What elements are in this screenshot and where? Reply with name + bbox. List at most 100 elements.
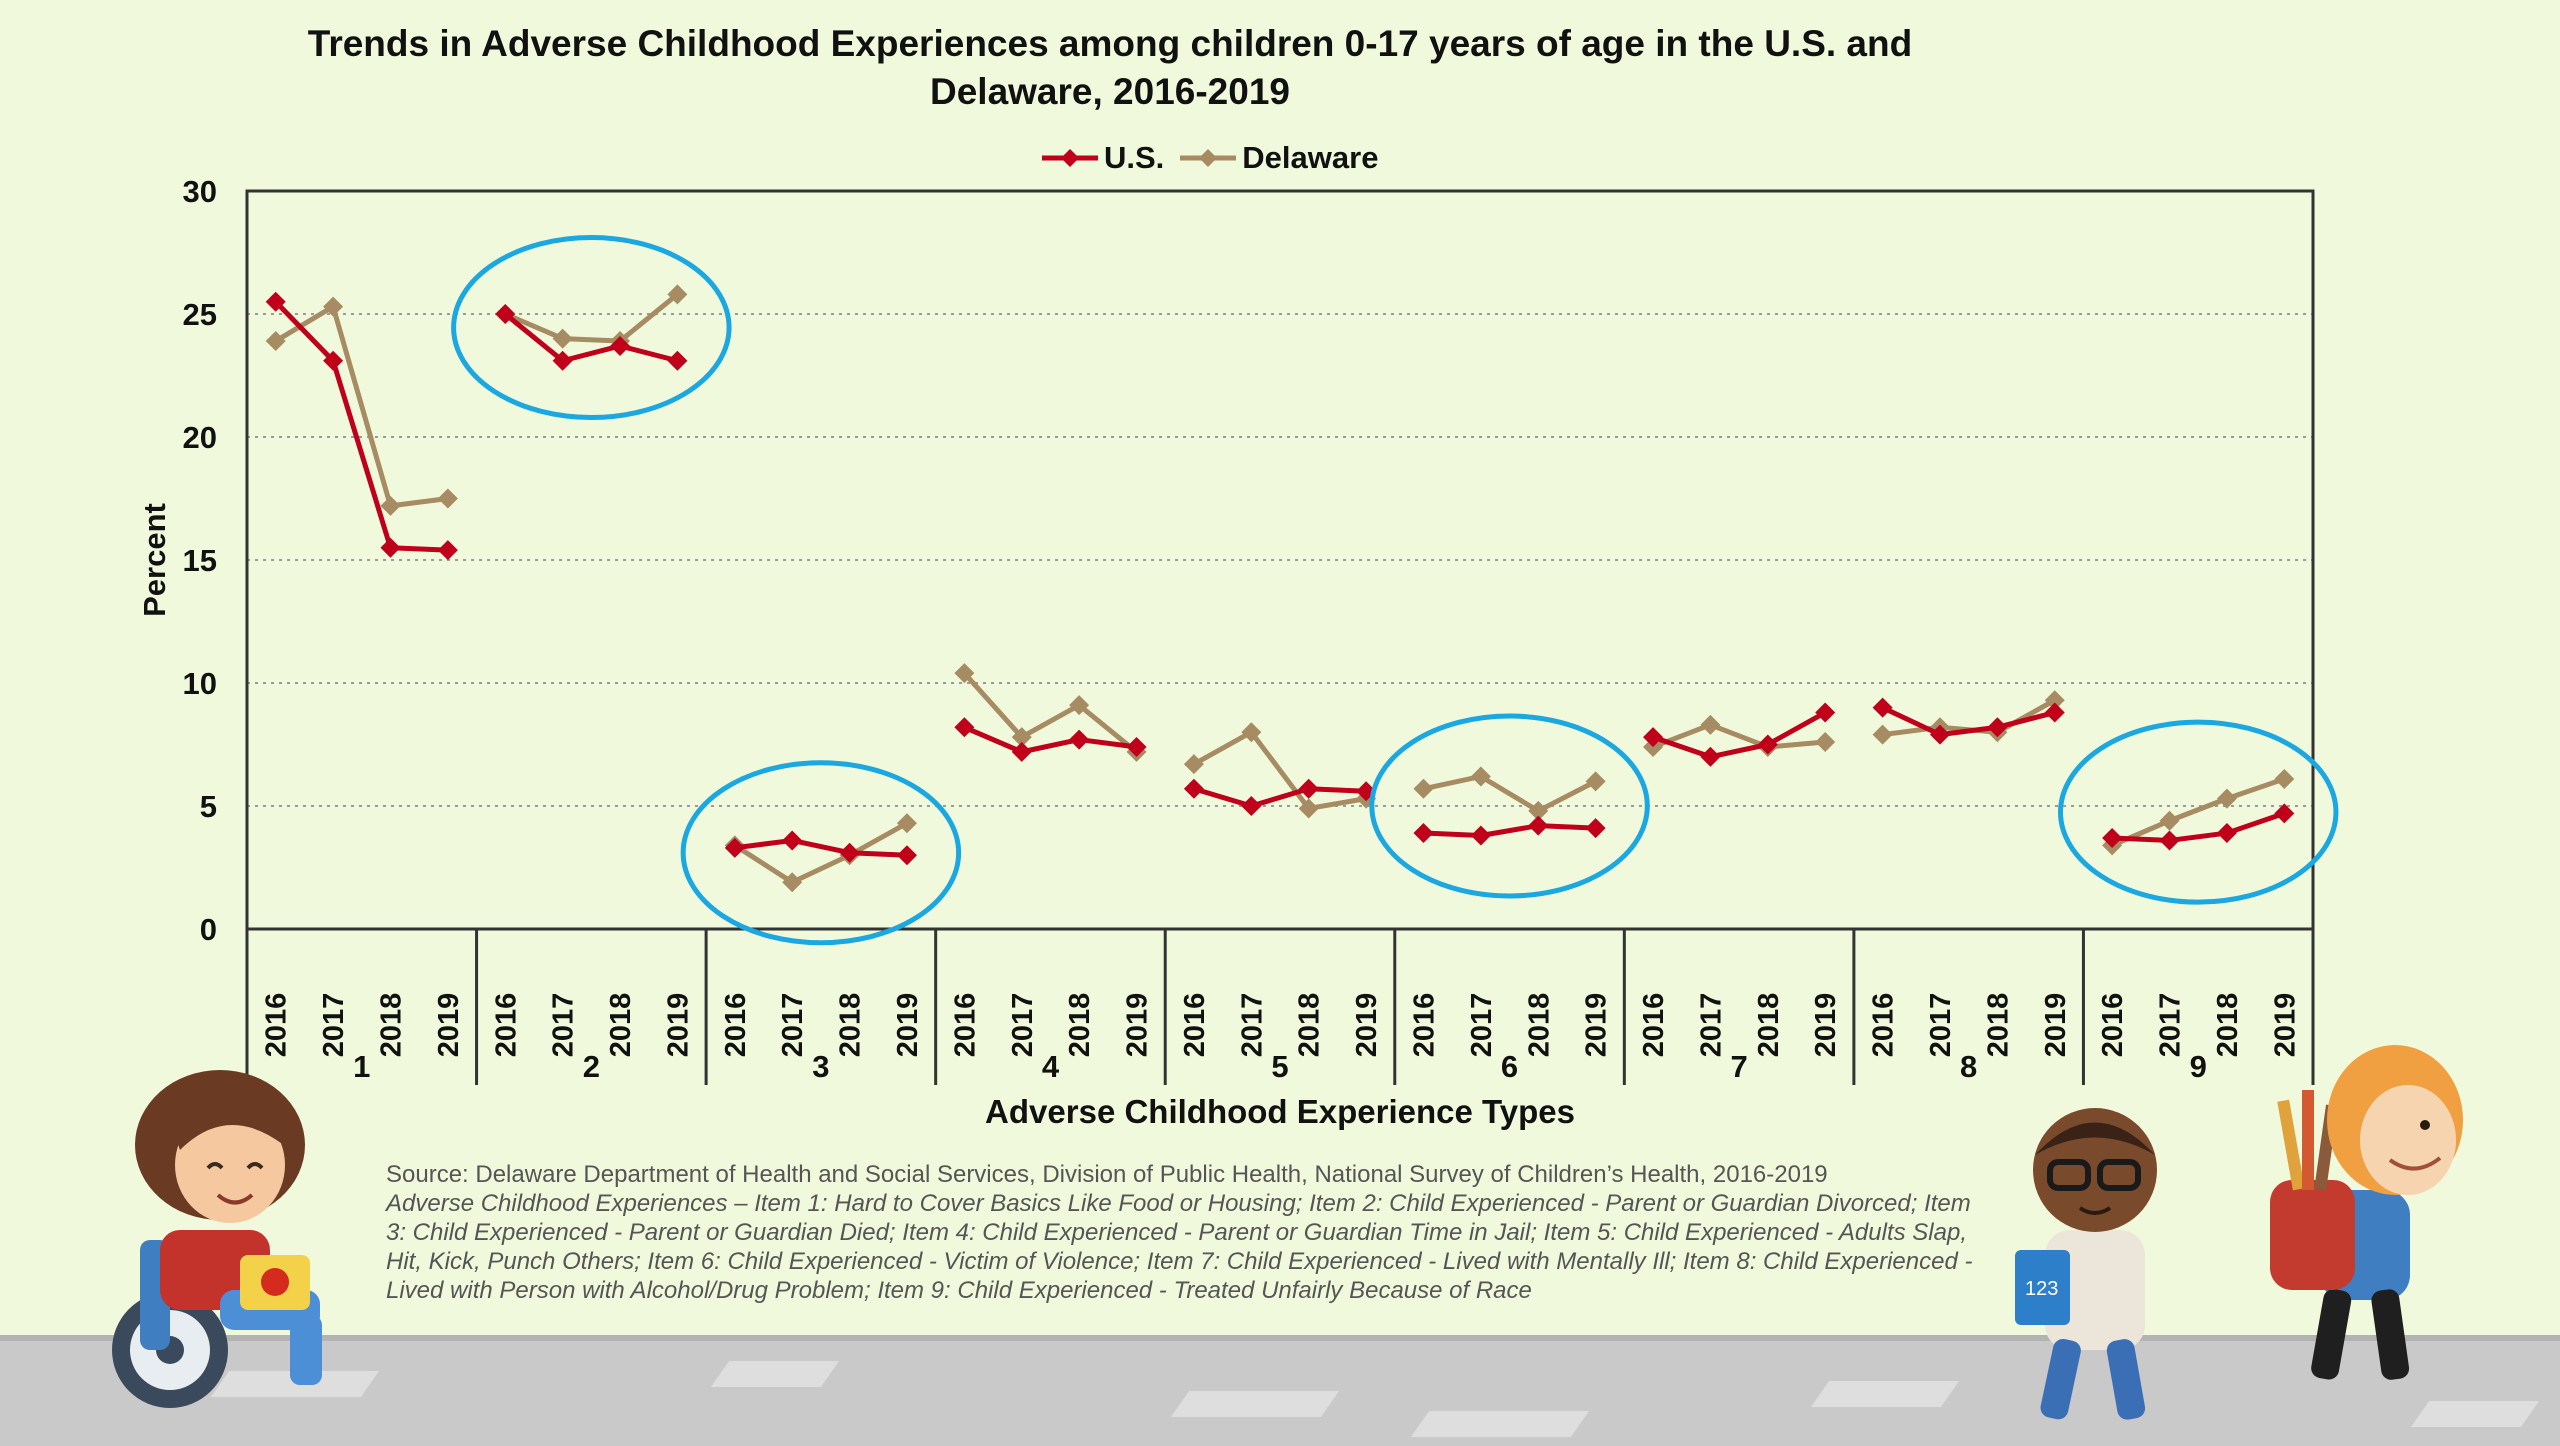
data-point-us xyxy=(1413,823,1434,844)
year-tick-label: 2017 xyxy=(1236,993,1268,1058)
data-point-delaware xyxy=(437,488,458,509)
sidewalk-tile xyxy=(710,1361,840,1387)
group-label: 2 xyxy=(583,1049,600,1084)
data-point-us xyxy=(495,304,516,324)
year-tick-label: 2018 xyxy=(1064,993,1096,1058)
data-point-us xyxy=(724,837,745,858)
data-point-us xyxy=(1815,702,1836,723)
series-line-us xyxy=(2112,811,2286,843)
data-point-delaware xyxy=(380,495,401,516)
data-point-us xyxy=(552,350,573,371)
data-point-us xyxy=(1126,736,1147,757)
data-point-delaware xyxy=(1470,766,1491,787)
source-note: Source: Delaware Department of Health an… xyxy=(386,1161,1828,1188)
ace-definitions-note: Adverse Childhood Experiences – Item 1: … xyxy=(386,1190,1973,1304)
highlight-circle xyxy=(451,235,732,421)
year-tick-label: 2019 xyxy=(892,993,924,1058)
year-tick-label: 2017 xyxy=(318,993,350,1058)
year-tick-label: 2017 xyxy=(1007,993,1039,1058)
series-line-delaware xyxy=(2111,776,2286,848)
data-point-us xyxy=(1929,724,1950,745)
data-point-us xyxy=(2102,827,2123,848)
data-point-us xyxy=(437,540,458,561)
data-point-delaware xyxy=(265,331,286,352)
boy-with-glasses-icon: 123 xyxy=(2015,1108,2157,1420)
year-tick-label: 2017 xyxy=(1466,993,1498,1058)
series-line-us xyxy=(503,312,679,364)
year-tick-label: 2016 xyxy=(490,993,522,1058)
year-tick-label: 2016 xyxy=(720,993,752,1058)
data-point-us xyxy=(1700,746,1721,767)
group-label: 7 xyxy=(1730,1049,1747,1084)
year-tick-label: 2016 xyxy=(261,993,293,1058)
y-tick-label: 5 xyxy=(200,789,217,824)
year-tick-label: 2018 xyxy=(1982,993,2014,1058)
y-tick-label: 0 xyxy=(200,912,217,947)
group-label: 6 xyxy=(1501,1049,1518,1084)
data-point-us xyxy=(1757,734,1778,755)
data-point-delaware xyxy=(1413,778,1434,799)
data-point-us xyxy=(1528,815,1549,836)
data-point-us xyxy=(1585,818,1606,839)
series-line-us xyxy=(1652,710,1827,760)
data-point-delaware xyxy=(1700,714,1721,735)
series-line-delaware xyxy=(504,292,679,344)
year-tick-label: 2016 xyxy=(2097,993,2129,1058)
legend-label-us: U.S. xyxy=(1104,140,1165,175)
data-point-delaware xyxy=(2216,788,2237,809)
series-line-delaware xyxy=(962,671,1139,754)
series-line-delaware xyxy=(274,304,449,509)
data-point-us xyxy=(1872,697,1893,718)
chart-notes: Source: Delaware Department of Health an… xyxy=(386,1160,1996,1305)
y-tick-label: 20 xyxy=(183,420,217,455)
series-line-delaware xyxy=(733,821,909,885)
group-label: 9 xyxy=(2190,1049,2207,1084)
gridlines xyxy=(247,313,2313,807)
highlight-circle xyxy=(680,760,962,946)
year-tick-label: 2017 xyxy=(548,993,580,1058)
year-tick-label: 2018 xyxy=(1753,993,1785,1058)
data-point-us xyxy=(2274,803,2295,824)
boy-with-backpack-icon xyxy=(2270,1045,2463,1380)
year-tick-label: 2018 xyxy=(2212,993,2244,1058)
sidewalk-tile xyxy=(1170,1391,1340,1417)
year-tick-label: 2017 xyxy=(1695,993,1727,1058)
data-series xyxy=(265,284,2295,893)
data-point-delaware xyxy=(1241,722,1262,743)
plot-frame xyxy=(245,189,2315,931)
year-tick-label: 2019 xyxy=(662,993,694,1058)
legend-item-delaware: Delaware xyxy=(1178,140,1378,176)
year-tick-label: 2017 xyxy=(1925,993,1957,1058)
year-tick-label: 2019 xyxy=(2040,993,2072,1058)
data-point-us xyxy=(380,537,401,558)
data-point-us xyxy=(1011,741,1032,762)
year-tick-label: 2016 xyxy=(1868,993,1900,1058)
series-line-us xyxy=(734,837,908,858)
data-point-delaware xyxy=(954,663,975,684)
x-axis-title: Adverse Childhood Experience Types xyxy=(985,1093,1575,1130)
year-tick-label: 2019 xyxy=(1810,993,1842,1058)
data-point-delaware xyxy=(1528,800,1549,821)
data-point-delaware xyxy=(2274,768,2295,789)
sidewalk-tile xyxy=(2410,1401,2540,1427)
year-tick-label: 2019 xyxy=(1351,993,1383,1058)
chart-legend: U.S. Delaware xyxy=(1040,138,1378,178)
data-point-us xyxy=(2159,830,2180,851)
data-point-delaware xyxy=(552,328,573,349)
data-point-delaware xyxy=(1585,771,1606,792)
data-point-delaware xyxy=(1298,798,1319,819)
data-point-delaware xyxy=(667,284,688,305)
data-point-us xyxy=(1298,778,1319,799)
highlight-circle xyxy=(2057,719,2339,905)
year-tick-label: 2018 xyxy=(1294,993,1326,1058)
data-point-us xyxy=(1241,796,1262,816)
highlight-circle xyxy=(1369,713,1650,899)
data-point-delaware xyxy=(1183,754,1204,775)
data-point-delaware xyxy=(1872,724,1893,745)
data-point-delaware xyxy=(782,872,803,893)
year-tick-label: 2019 xyxy=(1122,993,1154,1058)
data-point-us xyxy=(1643,727,1664,748)
legend-label-delaware: Delaware xyxy=(1242,140,1379,175)
